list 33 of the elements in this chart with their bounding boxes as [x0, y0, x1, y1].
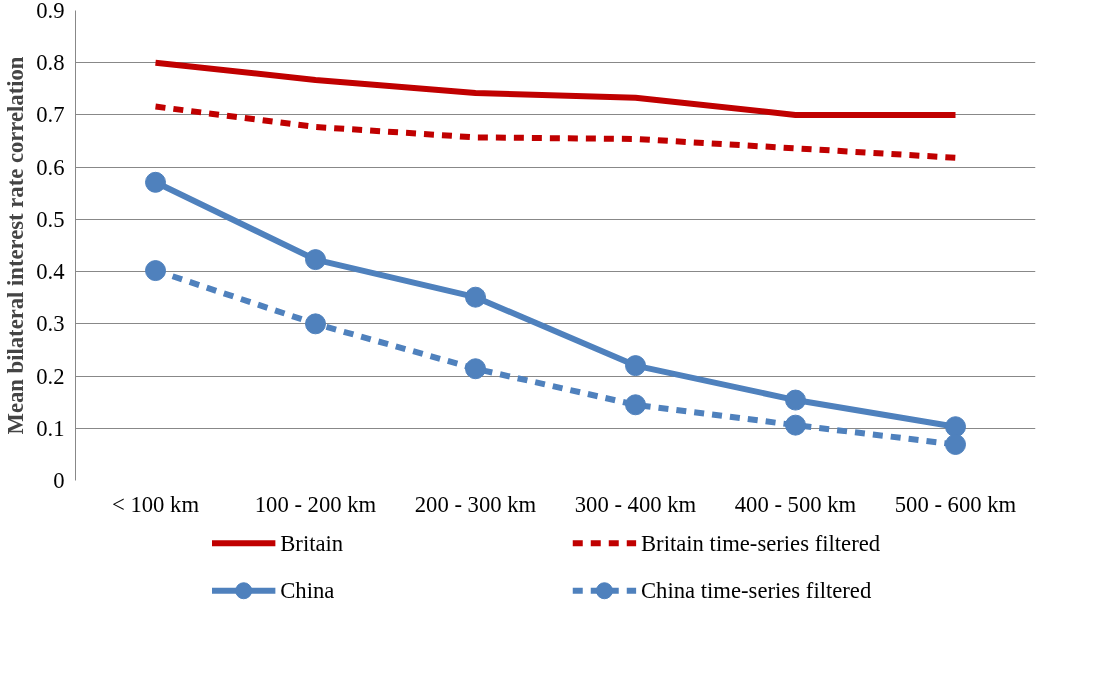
point — [945, 433, 966, 455]
x-tick-label: 400 - 500 km — [734, 491, 857, 517]
point — [625, 394, 646, 416]
legend-label: Britain — [280, 530, 344, 556]
point — [465, 358, 486, 380]
point — [785, 389, 806, 411]
y-tick-label: 0.5 — [36, 206, 65, 232]
y-tick-label: 0.2 — [36, 363, 65, 389]
point — [625, 355, 646, 377]
y-tick-label: 0.1 — [36, 415, 65, 441]
y-tick-label: 0.3 — [36, 311, 65, 337]
legend-label: China — [280, 578, 335, 604]
x-tick-label: < 100 km — [111, 491, 200, 517]
point — [945, 416, 966, 438]
y-tick-label: 0.7 — [36, 102, 65, 128]
point — [305, 313, 326, 335]
point — [305, 249, 326, 271]
y-tick-label: 0.9 — [36, 0, 65, 23]
x-tick-label: 200 - 300 km — [414, 491, 537, 517]
legend-label: China time-series filtered — [641, 578, 872, 604]
point — [145, 260, 166, 282]
point — [145, 171, 166, 193]
y-tick-label: 0.6 — [36, 154, 65, 180]
point — [785, 414, 806, 436]
y-tick-label: 0.4 — [36, 259, 65, 285]
y-tick-label: 0.8 — [36, 50, 65, 76]
x-tick-label: 500 - 600 km — [894, 491, 1017, 517]
y-tick-label: 0 — [53, 468, 65, 493]
x-tick-label: 300 - 400 km — [574, 491, 697, 517]
point — [465, 286, 486, 308]
legend-label: Britain time-series filtered — [641, 530, 881, 556]
y-axis-title: Mean bilateral interest rate correlation — [3, 56, 29, 435]
x-tick-label: 100 - 200 km — [254, 491, 377, 517]
